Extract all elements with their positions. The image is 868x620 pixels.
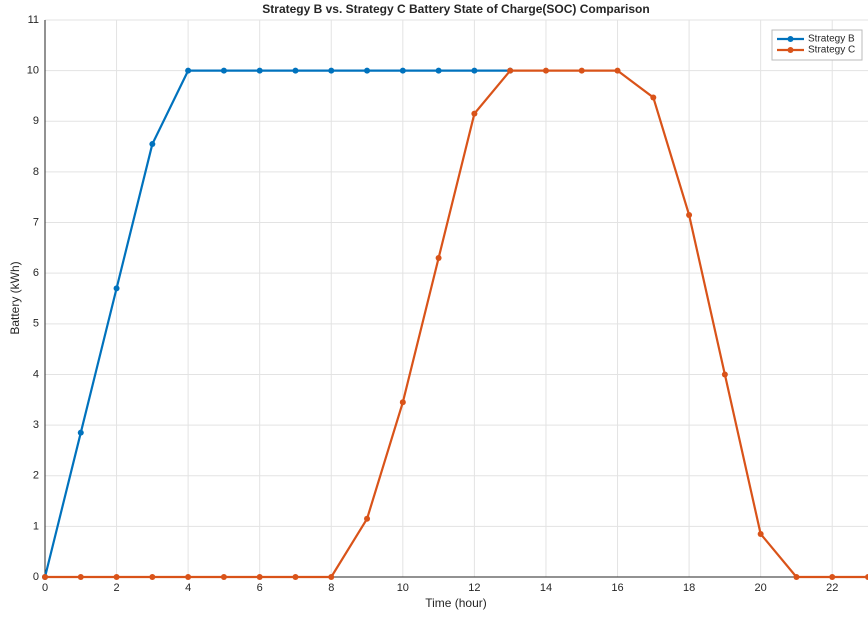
y-tick-label: 1 <box>33 520 39 532</box>
x-tick-label: 18 <box>683 582 695 594</box>
data-point <box>328 574 335 580</box>
data-point <box>650 94 657 101</box>
y-tick-label: 7 <box>33 216 39 228</box>
data-point <box>471 110 478 117</box>
data-point <box>507 67 514 74</box>
x-tick-label: 22 <box>826 582 838 594</box>
data-point <box>364 515 371 522</box>
legend-marker <box>787 47 794 53</box>
x-tick-label: 12 <box>468 582 480 594</box>
x-tick-label: 16 <box>611 582 623 594</box>
legend-marker <box>787 36 794 42</box>
data-point <box>113 285 120 292</box>
data-point <box>471 67 478 74</box>
data-point <box>578 67 585 74</box>
y-tick-label: 3 <box>33 419 39 431</box>
x-tick-label: 2 <box>114 582 120 594</box>
y-tick-label: 0 <box>33 571 39 583</box>
x-tick-label: 20 <box>755 582 767 594</box>
data-point <box>399 399 406 406</box>
data-point <box>328 67 335 74</box>
y-tick-label: 6 <box>33 267 39 279</box>
data-point <box>185 574 192 580</box>
legend-box <box>771 29 863 61</box>
data-point <box>149 141 156 148</box>
data-point <box>364 67 371 74</box>
x-tick-label: 4 <box>185 582 191 594</box>
x-tick-label: 14 <box>540 582 552 594</box>
y-tick-label: 11 <box>28 14 39 26</box>
data-point <box>721 371 728 378</box>
data-point <box>149 574 156 580</box>
x-axis-label: Time (hour) <box>425 596 487 610</box>
data-point <box>292 67 299 74</box>
legend-label: Strategy C <box>808 45 855 56</box>
data-point <box>829 574 836 580</box>
data-point <box>42 574 48 580</box>
data-point <box>185 67 192 74</box>
data-point <box>542 67 549 74</box>
data-point <box>757 530 764 537</box>
data-point <box>865 574 868 580</box>
data-point <box>686 211 693 218</box>
data-point <box>77 429 84 436</box>
x-tick-label: 8 <box>328 582 334 594</box>
data-point <box>220 574 227 580</box>
series-line <box>45 69 868 579</box>
data-point <box>256 67 263 74</box>
data-point <box>113 574 120 580</box>
data-point <box>614 67 621 74</box>
data-point <box>435 67 442 74</box>
legend-label: Strategy B <box>808 34 855 45</box>
y-axis-label: Battery (kWh) <box>8 261 22 334</box>
plot-area <box>45 20 868 577</box>
data-point <box>256 574 263 580</box>
data-point <box>435 254 442 261</box>
data-point <box>220 67 227 74</box>
y-tick-label: 9 <box>33 115 39 127</box>
y-tick-label: 10 <box>27 65 39 77</box>
data-point <box>399 67 406 74</box>
data-point <box>793 574 800 580</box>
chart-title: Strategy B vs. Strategy C Battery State … <box>262 2 649 16</box>
y-tick-label: 2 <box>33 470 39 482</box>
data-point <box>292 574 299 580</box>
data-point <box>77 574 84 580</box>
x-tick-label: 0 <box>42 582 48 594</box>
y-tick-label: 8 <box>33 166 39 178</box>
y-tick-label: 5 <box>33 318 39 330</box>
x-tick-label: 6 <box>257 582 263 594</box>
x-tick-label: 10 <box>397 582 409 594</box>
y-tick-label: 4 <box>33 368 39 380</box>
series-line <box>43 69 511 578</box>
